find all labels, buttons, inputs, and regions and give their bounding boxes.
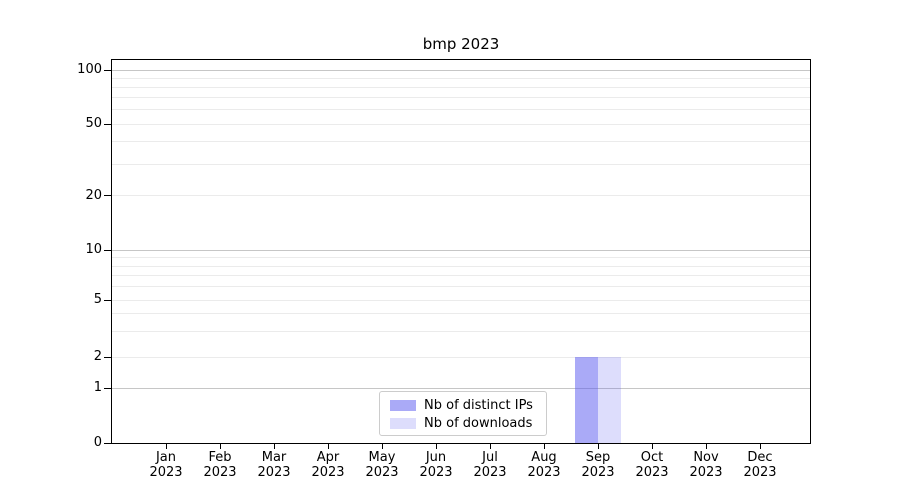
x-tick-label: Dec 2023	[743, 450, 777, 480]
x-tick-mark	[543, 444, 545, 449]
minor-gridline	[112, 331, 810, 333]
legend: Nb of distinct IPs Nb of downloads	[379, 391, 547, 436]
x-tick-mark	[219, 444, 221, 449]
y-tick-mark	[104, 123, 111, 125]
minor-gridline	[112, 141, 810, 143]
legend-swatch-distinct-ips-icon	[390, 400, 416, 411]
plot-area	[111, 59, 811, 444]
y-tick-mark	[104, 195, 111, 197]
major-gridline	[112, 387, 810, 389]
x-tick-label: Jul 2023	[473, 450, 507, 480]
minor-gridline	[112, 299, 810, 301]
x-tick-mark	[381, 444, 383, 449]
x-tick-mark	[651, 444, 653, 449]
bar-distinct-ips-sep	[575, 357, 598, 443]
x-tick-label: Sep 2023	[581, 450, 615, 480]
y-tick-mark	[104, 299, 111, 301]
minor-gridline	[112, 86, 810, 88]
minor-gridline	[112, 257, 810, 259]
minor-gridline	[112, 163, 810, 165]
x-tick-label: Aug 2023	[527, 450, 561, 480]
minor-gridline	[112, 77, 810, 79]
minor-gridline	[112, 265, 810, 267]
y-tick-mark	[104, 356, 111, 358]
y-tick-label: 5	[93, 292, 102, 307]
x-tick-label: Feb 2023	[203, 450, 237, 480]
x-tick-mark	[759, 444, 761, 449]
y-tick-mark	[104, 249, 111, 251]
x-tick-label: May 2023	[365, 450, 399, 480]
y-tick-label: 50	[85, 116, 102, 132]
major-gridline	[112, 249, 810, 251]
x-tick-label: Apr 2023	[311, 450, 345, 480]
y-tick-label: 10	[85, 242, 102, 257]
legend-swatch-downloads-icon	[390, 418, 416, 429]
y-tick-label: 20	[85, 187, 102, 203]
minor-gridline	[112, 313, 810, 315]
x-tick-mark	[165, 444, 167, 449]
bar-downloads-sep	[598, 357, 621, 443]
minor-gridline	[112, 275, 810, 277]
minor-gridline	[112, 97, 810, 99]
y-tick-label: 100	[77, 62, 102, 77]
x-tick-label: Jan 2023	[149, 450, 183, 480]
y-tick-mark	[104, 69, 111, 71]
x-tick-label: Jun 2023	[419, 450, 453, 480]
x-tick-mark	[327, 444, 329, 449]
chart-title: bmp 2023	[422, 35, 500, 53]
legend-item-distinct-ips: Nb of distinct IPs	[390, 397, 546, 414]
x-tick-mark	[489, 444, 491, 449]
x-tick-label: Oct 2023	[635, 450, 669, 480]
y-tick-label: 0	[93, 435, 102, 450]
x-tick-mark	[435, 444, 437, 449]
legend-label-distinct-ips: Nb of distinct IPs	[424, 398, 533, 413]
legend-item-downloads: Nb of downloads	[390, 415, 546, 432]
legend-label-downloads: Nb of downloads	[424, 416, 533, 431]
minor-gridline	[112, 109, 810, 111]
y-tick-label: 2	[93, 349, 102, 364]
x-tick-mark	[705, 444, 707, 449]
x-tick-mark	[273, 444, 275, 449]
x-tick-mark	[597, 444, 599, 449]
minor-gridline	[112, 123, 810, 125]
minor-gridline	[112, 195, 810, 197]
x-tick-label: Mar 2023	[257, 450, 291, 480]
minor-gridline	[112, 356, 810, 358]
y-tick-mark	[104, 387, 111, 389]
minor-gridline	[112, 286, 810, 288]
x-tick-label: Nov 2023	[689, 450, 723, 480]
major-gridline	[112, 69, 810, 71]
y-tick-label: 1	[93, 380, 102, 395]
y-tick-mark	[104, 442, 111, 444]
